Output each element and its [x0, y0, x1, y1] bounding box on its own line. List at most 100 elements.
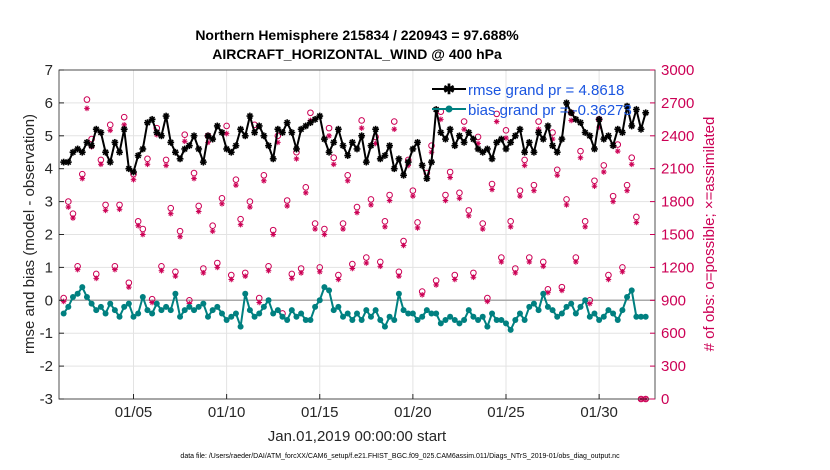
rmse-point	[535, 129, 542, 136]
bias-point	[232, 310, 239, 317]
bias-point	[79, 284, 86, 291]
bias-point	[610, 310, 617, 317]
obs-assimilated-point	[312, 226, 318, 232]
bias-point	[298, 310, 305, 317]
rmse-point	[623, 102, 631, 110]
rmse-point	[577, 119, 584, 127]
bias-point	[149, 310, 156, 317]
y-left-tick-label: 1	[45, 259, 53, 276]
rmse-point	[395, 155, 403, 163]
obs-assimilated-point	[521, 162, 528, 169]
obs-possible-point	[390, 118, 398, 125]
bias-point	[186, 303, 193, 310]
obs-assimilated-point	[256, 299, 263, 306]
obs-assimilated-point	[335, 276, 342, 283]
obs-assimilated-point	[400, 242, 407, 249]
bias-point	[246, 307, 253, 314]
bias-point	[572, 310, 579, 317]
bias-point	[65, 303, 72, 310]
rmse-series	[60, 99, 650, 182]
rmse-point	[106, 158, 114, 166]
obs-assimilated-point	[582, 224, 588, 230]
obs-assimilated-point	[531, 187, 537, 194]
obs-assimilated-point	[195, 208, 202, 215]
bias-point	[512, 317, 519, 324]
bias-point	[498, 317, 505, 324]
legend: ✱ rmse grand pr = 4.8618 bias grand pr =…	[432, 81, 632, 119]
x-tick-label: 01/30	[580, 404, 618, 421]
obs-possible-point	[577, 147, 584, 155]
bias-point	[624, 294, 631, 301]
bias-point	[284, 317, 291, 324]
rmse-point	[92, 125, 100, 133]
rmse-point	[283, 119, 291, 127]
rmse-point	[134, 152, 142, 159]
bias-point	[228, 313, 235, 320]
bias-point	[316, 297, 323, 304]
rmse-point	[218, 129, 226, 136]
bias-point	[102, 310, 109, 317]
obs-assimilated-point	[65, 204, 72, 210]
rmse-point	[600, 135, 608, 143]
obs-assimilated-point	[233, 182, 239, 188]
bias-point	[144, 307, 151, 314]
bias-point	[218, 310, 225, 317]
obs-assimilated-point	[540, 263, 547, 270]
obs-possible-point	[223, 122, 230, 130]
rmse-point	[116, 148, 123, 156]
rmse-point	[162, 112, 170, 120]
obs-assimilated-point	[326, 133, 332, 139]
obs-assimilated-point	[377, 263, 384, 270]
bias-point	[554, 313, 561, 320]
bias-point	[172, 290, 179, 297]
obs-assimilated-point	[358, 125, 365, 131]
obs-assimilated-point	[489, 186, 495, 193]
obs-assimilated-point	[265, 267, 272, 274]
bias-point	[330, 307, 337, 314]
bias-point	[540, 290, 547, 297]
rmse-point	[614, 125, 622, 133]
rmse-point	[632, 106, 640, 113]
rmse-point	[390, 165, 398, 173]
obs-assimilated-series	[60, 105, 649, 402]
bias-point	[363, 307, 370, 314]
bias-point	[391, 317, 398, 324]
rmse-point	[330, 138, 338, 146]
obs-assimilated-point	[624, 187, 630, 194]
bias-point	[628, 287, 635, 294]
rmse-point	[241, 132, 249, 140]
rmse-point	[125, 165, 133, 173]
obs-assimilated-point	[84, 105, 90, 112]
bias-point	[237, 323, 244, 330]
obs-assimilated-point	[191, 175, 197, 182]
rmse-point	[567, 109, 575, 117]
obs-assimilated-point	[628, 161, 635, 168]
rmse-point	[442, 135, 449, 143]
rmse-point	[102, 148, 109, 156]
bias-point	[489, 310, 496, 317]
rmse-point	[223, 145, 231, 153]
obs-assimilated-point	[293, 156, 300, 162]
legend-rmse-label: rmse grand pr = 4.8618	[468, 82, 624, 99]
bias-point	[507, 326, 514, 333]
rmse-point	[507, 138, 515, 146]
bias-point	[139, 294, 146, 301]
obs-possible-point	[535, 118, 542, 125]
y-left-tick-label: 6	[45, 95, 53, 112]
bias-point	[256, 310, 263, 317]
obs-assimilated-point	[70, 215, 76, 221]
bias-point	[442, 317, 449, 324]
rmse-point	[297, 125, 305, 133]
rmse-point	[553, 148, 561, 156]
rmse-point	[586, 132, 594, 140]
bias-point	[516, 310, 523, 317]
bias-point	[479, 313, 486, 320]
rmse-point	[418, 162, 426, 169]
bias-point	[163, 303, 170, 310]
bias-point	[465, 307, 472, 314]
obs-assimilated-point	[247, 204, 253, 210]
obs-assimilated-point	[270, 231, 276, 238]
rmse-point	[619, 129, 626, 136]
rmse-point	[321, 135, 328, 143]
obs-assimilated-point	[479, 226, 486, 232]
